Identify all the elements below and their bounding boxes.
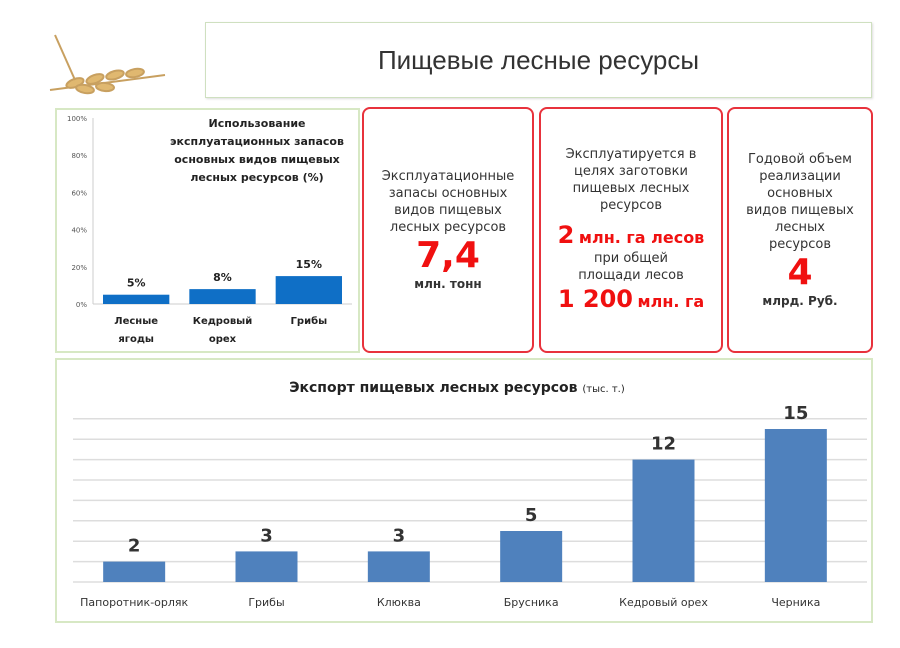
x-tick-label: орех	[209, 334, 237, 345]
chart-title: Экспорт пищевых лесных ресурсов (тыс. т.…	[289, 380, 625, 396]
card-unit-2: млн. га	[637, 292, 705, 311]
x-tick-label: Кедровый орех	[619, 596, 708, 609]
data-label: 12	[651, 434, 676, 455]
card-text: Годовой объем реализации основных видов …	[746, 151, 854, 252]
bar	[103, 561, 166, 582]
data-label: 15%	[296, 258, 322, 271]
y-tick-label: 80%	[71, 152, 87, 160]
data-label: 2	[128, 536, 141, 557]
card-text: Эксплуатационные запасы основных видов п…	[381, 168, 515, 235]
bar	[500, 531, 563, 582]
y-tick-label: 100%	[67, 115, 87, 123]
data-label: 8%	[213, 271, 232, 284]
x-tick-label: Лесные	[114, 316, 158, 327]
x-tick-label: Черника	[771, 596, 820, 609]
bar	[367, 551, 430, 582]
export-chart: Экспорт пищевых лесных ресурсов (тыс. т.…	[73, 380, 867, 609]
card-value-1: 2	[557, 221, 575, 249]
card-unit: млрд. Руб.	[762, 293, 838, 308]
x-tick-label: Клюква	[377, 596, 421, 609]
data-label: 3	[260, 525, 273, 546]
export-chart-panel: Экспорт пищевых лесных ресурсов (тыс. т.…	[55, 358, 873, 623]
card-value: 4	[787, 251, 813, 293]
y-tick-label: 60%	[71, 189, 87, 197]
card-reserves: Эксплуатационные запасы основных видов п…	[362, 107, 534, 353]
x-tick-label: Грибы	[291, 315, 328, 327]
card-area: Эксплуатируется в целях заготовки пищевы…	[539, 107, 723, 353]
bar	[103, 294, 170, 304]
x-tick-label: Папоротник-орляк	[80, 596, 188, 609]
data-label: 5	[525, 505, 538, 526]
x-tick-label: Кедровый	[193, 316, 252, 327]
card-unit: млн. тонн	[414, 276, 482, 291]
card-unit-1: млн. га лесов	[578, 228, 705, 247]
bar	[235, 551, 298, 582]
card-sales: Годовой объем реализации основных видов …	[727, 107, 873, 353]
card-value: 7,4	[416, 234, 480, 276]
card-value-2: 1 200	[557, 285, 633, 313]
bar	[189, 289, 256, 304]
x-tick-label: Брусника	[504, 596, 559, 609]
x-tick-label: ягоды	[118, 334, 154, 345]
data-label: 5%	[127, 277, 146, 290]
y-tick-label: 20%	[71, 264, 87, 272]
data-label: 3	[393, 525, 406, 546]
page-title: Пищевые лесные ресурсы	[205, 22, 872, 98]
chart-title: Использование эксплуатационных запасов осн…	[170, 117, 344, 184]
data-label: 15	[783, 403, 808, 424]
usage-chart-panel: 0% 20% 40% 60% 80% 100% Использование эксплуата…	[55, 108, 360, 353]
bar	[275, 276, 342, 304]
x-tick-label: Грибы	[248, 596, 284, 609]
card-text: Эксплуатируется в целях заготовки пищевы…	[565, 147, 697, 213]
card-text-2: при общей площади лесов	[578, 251, 684, 283]
usage-chart: 0% 20% 40% 60% 80% 100% Использование эксплуата…	[67, 115, 352, 345]
wheat-logo-icon	[49, 34, 166, 95]
y-tick-label: 0%	[76, 301, 87, 309]
y-tick-label: 40%	[71, 227, 87, 235]
bar	[632, 459, 695, 582]
bar	[764, 429, 827, 582]
